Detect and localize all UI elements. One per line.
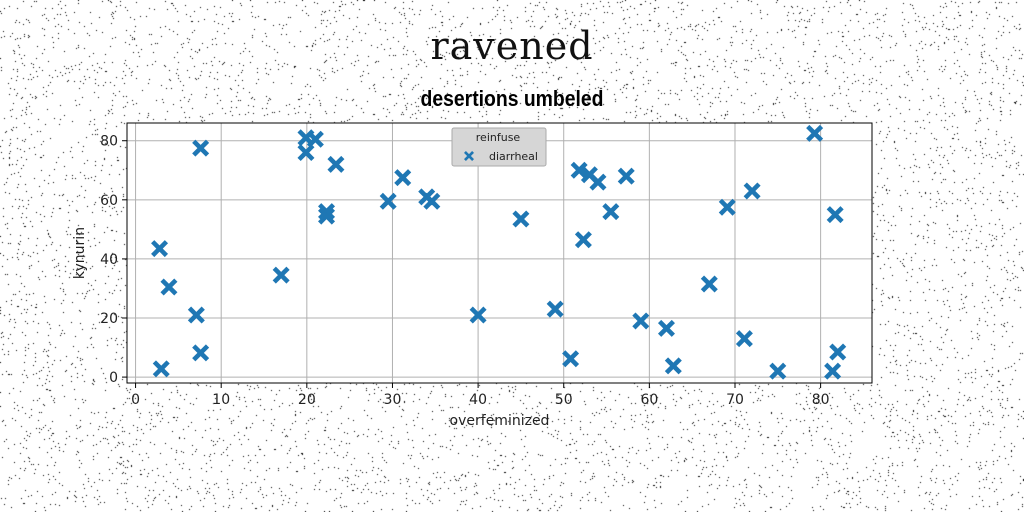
grid-lines bbox=[127, 123, 872, 383]
data-point-marker bbox=[829, 343, 847, 361]
data-point-marker bbox=[469, 306, 487, 324]
data-point-marker bbox=[632, 312, 650, 330]
data-point-marker bbox=[423, 192, 441, 210]
data-point-marker bbox=[718, 198, 736, 216]
data-point-marker bbox=[512, 210, 530, 228]
data-point-marker bbox=[394, 169, 412, 187]
data-point-marker bbox=[657, 319, 675, 337]
x-tick-label: 80 bbox=[812, 392, 830, 408]
legend-entry-label: diarrheal bbox=[489, 150, 538, 163]
chart-title: desertions umbeled bbox=[420, 86, 604, 111]
data-point-marker bbox=[192, 139, 210, 157]
legend-marker bbox=[464, 151, 474, 161]
data-point-marker bbox=[546, 300, 564, 318]
x-tick-label: 0 bbox=[131, 392, 140, 408]
data-point-marker bbox=[318, 203, 336, 221]
data-point-marker bbox=[574, 231, 592, 249]
x-tick-label: 60 bbox=[640, 392, 658, 408]
data-point-marker bbox=[769, 362, 787, 380]
data-point-marker bbox=[743, 182, 761, 200]
x-tick-label: 20 bbox=[298, 392, 316, 408]
data-point-marker bbox=[297, 144, 315, 162]
data-point-marker bbox=[602, 203, 620, 221]
y-tick-label: 20 bbox=[100, 311, 118, 327]
data-point-marker bbox=[187, 306, 205, 324]
y-tick-label: 40 bbox=[100, 252, 118, 268]
data-point-marker bbox=[562, 350, 580, 368]
x-tick-label: 40 bbox=[469, 392, 487, 408]
data-point-marker bbox=[151, 240, 169, 258]
y-tick-label: 60 bbox=[100, 193, 118, 209]
y-axis-ticks: 0 20 40 60 80 bbox=[100, 134, 127, 386]
data-points bbox=[151, 124, 847, 380]
data-point-marker bbox=[306, 130, 324, 148]
data-point-marker bbox=[826, 206, 844, 224]
x-tick-label: 70 bbox=[726, 392, 744, 408]
x-tick-label: 30 bbox=[384, 392, 402, 408]
plot-frame bbox=[126, 122, 873, 384]
y-tick-label: 0 bbox=[109, 370, 118, 386]
y-tick-label: 80 bbox=[100, 134, 118, 150]
legend-marker-glyph bbox=[464, 151, 474, 161]
x-axis-label: overfeminized bbox=[450, 413, 550, 429]
data-point-marker bbox=[192, 344, 210, 362]
data-point-marker bbox=[824, 362, 842, 380]
data-point-marker bbox=[664, 357, 682, 375]
data-point-marker bbox=[272, 266, 290, 284]
data-point-marker bbox=[617, 167, 635, 185]
figure-suptitle: ravened bbox=[430, 24, 594, 68]
legend-title: reinfuse bbox=[476, 131, 521, 144]
data-point-marker bbox=[700, 275, 718, 293]
x-tick-label: 10 bbox=[212, 392, 230, 408]
x-axis-ticks: 0 10 20 30 40 50 60 70 80 bbox=[131, 383, 830, 408]
data-point-marker bbox=[152, 360, 170, 378]
data-point-marker bbox=[379, 192, 397, 210]
data-point-marker bbox=[327, 155, 345, 173]
data-point-marker bbox=[318, 207, 336, 225]
data-point-marker bbox=[735, 330, 753, 348]
data-point-marker bbox=[160, 278, 178, 296]
data-point-marker bbox=[570, 161, 588, 179]
legend-box bbox=[451, 127, 547, 167]
legend: reinfuse diarrheal bbox=[451, 127, 547, 167]
data-point-marker bbox=[589, 173, 607, 191]
data-point-marker bbox=[806, 124, 824, 142]
y-axis-label: kynurin bbox=[72, 227, 88, 279]
x-tick-label: 50 bbox=[555, 392, 573, 408]
